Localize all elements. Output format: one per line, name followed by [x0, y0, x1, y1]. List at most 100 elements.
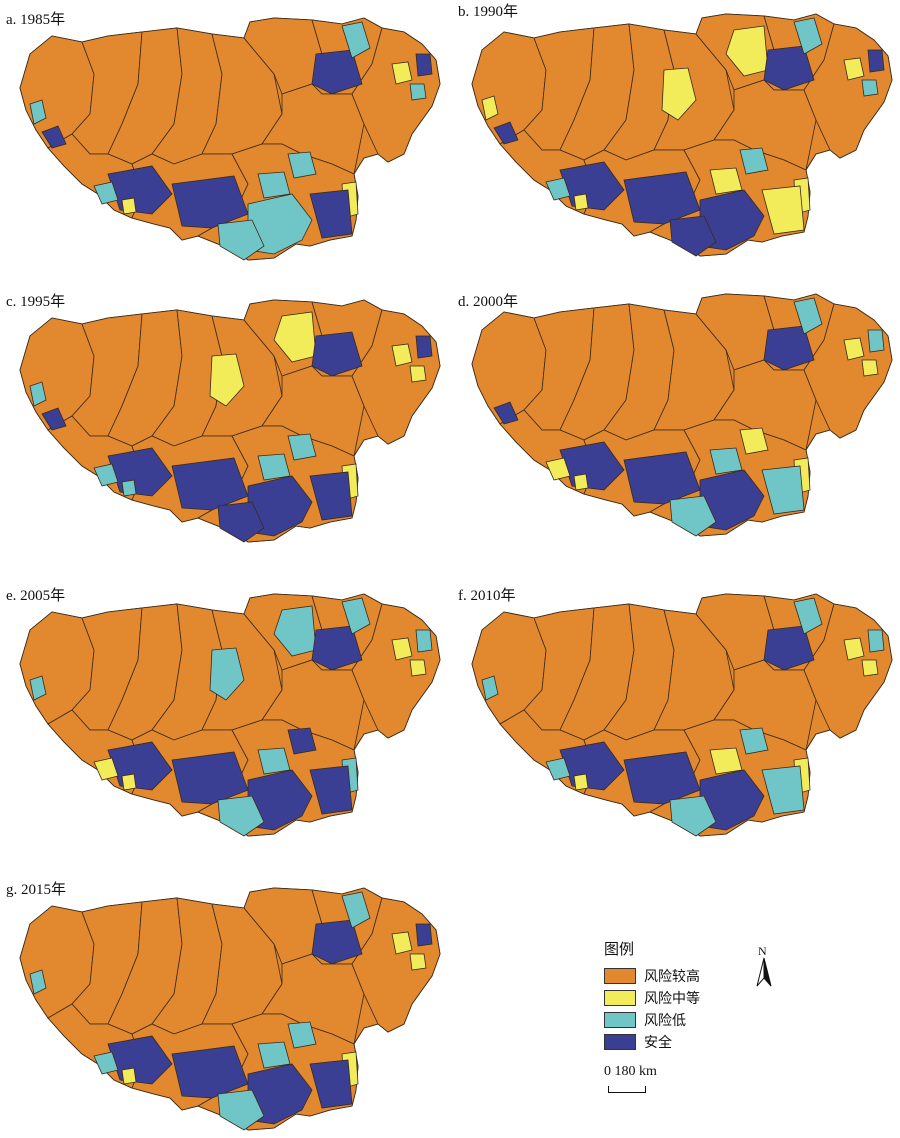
region-north-pocket	[273, 311, 317, 363]
region-west-tip	[493, 401, 519, 425]
region-se-cyan	[669, 495, 717, 537]
region-mid-cyan	[287, 151, 317, 179]
region-ee-cyan	[861, 359, 879, 377]
region-sw-cyan	[93, 757, 119, 781]
region-center-blob	[209, 647, 245, 701]
legend-swatch	[604, 1034, 636, 1050]
north-arrow-icon: N	[754, 944, 774, 990]
north-letter: N	[758, 944, 767, 958]
region-center-blob	[661, 67, 697, 121]
region-center-blob	[209, 353, 245, 407]
region-s-blue	[623, 171, 701, 225]
region-ee-cyan	[409, 83, 427, 101]
region-se-cyan	[217, 501, 265, 543]
region-east-yellow	[843, 337, 865, 361]
region-ee-blue	[415, 629, 433, 653]
region-mid-cyan	[739, 727, 769, 755]
region-west-spot	[481, 675, 499, 701]
legend-label: 风险低	[644, 1013, 686, 1029]
map-1990	[471, 13, 893, 257]
region-s-blue	[171, 175, 249, 229]
map-1985	[19, 17, 441, 261]
region-s-yel	[121, 773, 137, 791]
region-east-yellow	[391, 61, 413, 85]
scale-text: 0 180 km	[604, 1064, 657, 1079]
region-sw-cyan	[93, 463, 119, 487]
region-west-spot	[29, 99, 47, 125]
panel-label: a. 1985年	[6, 12, 66, 28]
region-s-yel	[121, 479, 137, 497]
region-ee-cyan	[409, 365, 427, 383]
region-east-cyan	[341, 21, 371, 59]
region-s-yel	[121, 1067, 137, 1085]
region-east-yellow	[391, 637, 413, 661]
panel-label: c. 1995年	[6, 294, 66, 310]
region-se-blue2	[309, 471, 353, 521]
region-west-tip	[493, 121, 519, 145]
region-blue-ne	[311, 919, 363, 965]
region-se-blue2	[309, 765, 353, 815]
panel-label: b. 1990年	[458, 4, 519, 20]
region-ee-blue	[867, 329, 885, 353]
legend: 图例 风险较高 风险中等 风险低 安全	[604, 938, 764, 1053]
legend-label: 安全	[644, 1035, 672, 1051]
region-west-tip	[41, 407, 67, 431]
scale-bar: 0 180 km	[604, 1064, 714, 1104]
map-2000	[471, 293, 893, 537]
region-ee-cyan	[861, 659, 879, 677]
region-ee-blue	[415, 335, 433, 359]
region-west-tip	[41, 125, 67, 149]
legend-item-low-risk: 风险低	[604, 1009, 764, 1031]
region-se-blue2	[761, 185, 805, 235]
map-2015	[19, 887, 441, 1131]
legend-label: 风险中等	[644, 991, 700, 1007]
region-blue-ne	[311, 331, 363, 377]
region-east-yellow	[843, 57, 865, 81]
region-mid-cyan	[287, 727, 317, 755]
region-se-cyan	[217, 795, 265, 837]
region-ee-cyan	[409, 659, 427, 677]
region-sw-cyan	[545, 177, 571, 201]
region-east-yellow	[391, 343, 413, 367]
region-s-cyan-mid	[709, 447, 743, 475]
region-east-cyan	[793, 297, 823, 335]
region-west-spot	[481, 95, 499, 121]
region-east-cyan	[793, 17, 823, 55]
region-east-cyan	[341, 891, 371, 929]
region-west-spot	[29, 969, 47, 995]
region-s-yel	[573, 193, 589, 211]
region-ee-cyan	[861, 79, 879, 97]
region-north-pocket	[273, 605, 317, 657]
legend-label: 风险较高	[644, 969, 700, 985]
region-blue-ne	[763, 625, 815, 671]
region-blue-ne	[311, 625, 363, 671]
region-sw-cyan	[93, 181, 119, 205]
panel-label: d. 2000年	[458, 294, 519, 310]
region-se-cyan	[669, 795, 717, 837]
region-s-cyan-mid	[257, 453, 291, 481]
region-s-cyan-mid	[257, 747, 291, 775]
region-mid-cyan	[739, 427, 769, 455]
region-sw-cyan	[545, 457, 571, 481]
region-s-blue	[623, 451, 701, 505]
region-se-blue2	[761, 465, 805, 515]
legend-title: 图例	[604, 940, 635, 958]
region-blue-ne	[311, 49, 363, 95]
region-ee-blue	[415, 923, 433, 947]
region-east-yellow	[843, 637, 865, 661]
region-se-blue2	[309, 189, 353, 239]
region-west-spot	[29, 381, 47, 407]
region-mid-cyan	[287, 1021, 317, 1049]
region-se-cyan	[669, 215, 717, 257]
region-s-blue	[171, 1045, 249, 1099]
region-s-cyan-mid	[709, 167, 743, 195]
region-se-blue2	[761, 765, 805, 815]
legend-item-high-risk: 风险较高	[604, 965, 764, 987]
map-2005	[19, 593, 441, 837]
region-ee-cyan	[409, 953, 427, 971]
region-se-blue2	[309, 1059, 353, 1109]
region-sw-cyan	[545, 757, 571, 781]
region-blue-ne	[763, 45, 815, 91]
legend-item-safe: 安全	[604, 1031, 764, 1053]
region-se-cyan	[217, 219, 265, 261]
